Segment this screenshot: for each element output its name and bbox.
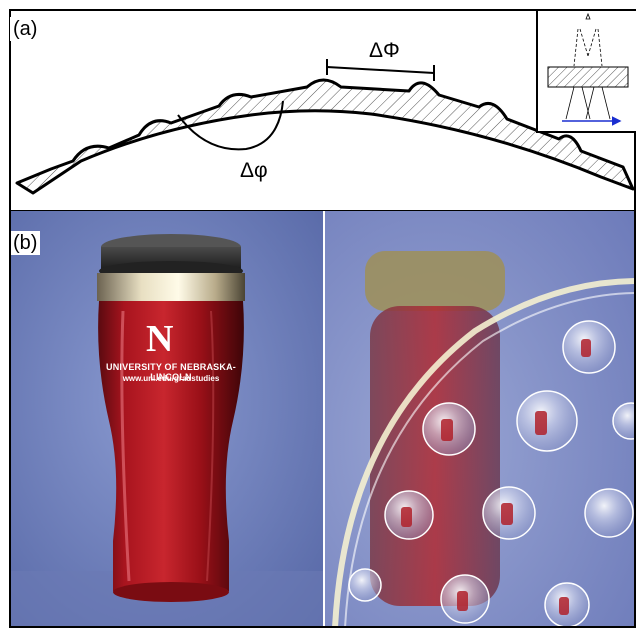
inset-slab	[547, 66, 629, 88]
delta-big-bracket	[326, 66, 435, 74]
delta-phi-big-label: ΔΦ	[369, 39, 400, 62]
inset-source-icon	[585, 12, 591, 20]
curved-plate-diagram	[15, 59, 634, 195]
panel-b-photographs: N UNIVERSITY OF NEBRASKA-LINCOLN www.unl…	[9, 211, 636, 628]
plate-cross-section	[15, 78, 634, 195]
delta-small-arc	[177, 100, 284, 151]
photo-divider	[323, 211, 325, 626]
mug-chrome-band	[97, 273, 245, 301]
mug-photo	[11, 211, 325, 626]
mug-text-url: www.unl.edu/gradstudies	[122, 374, 220, 383]
inset-ray-diagram	[536, 11, 636, 133]
panel-a-schematic: (a) ΔΦ Δφ	[9, 9, 636, 212]
mug-text-university: UNIVERSITY OF NEBRASKA-LINCOLN	[106, 362, 236, 382]
plate-rim	[332, 278, 634, 626]
delta-phi-small-label: Δφ	[240, 159, 268, 182]
plate-closeup-photo	[325, 211, 634, 626]
dimple-lenses	[348, 320, 634, 626]
panel-b-label: (b)	[11, 231, 41, 255]
panel-a-label: (a)	[10, 17, 41, 41]
mug-body	[98, 301, 244, 599]
mug-logo-n: N	[146, 318, 174, 360]
